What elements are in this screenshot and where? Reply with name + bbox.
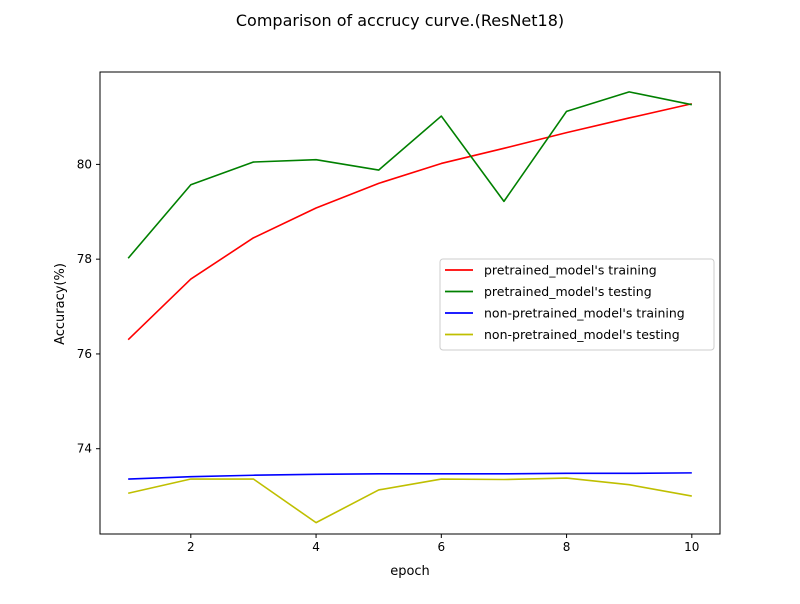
x-tick-label: 2 [187, 540, 195, 554]
series-line-3 [128, 472, 692, 480]
plot-frame [99, 71, 721, 535]
chart-title: Comparison of accrucy curve.(ResNet18) [236, 11, 564, 30]
plot-area: 2 4 6 8 10 74 76 78 80 pretrained_model's trainin… [77, 71, 721, 554]
legend-box [439, 258, 715, 351]
series-line-1 [127, 102, 692, 341]
y-tick-label: 78 [77, 252, 92, 266]
legend-label: non-pretrained_model's training [484, 306, 685, 321]
y-tick-label: 74 [77, 442, 92, 456]
x-tick-label: 10 [684, 540, 699, 554]
y-axis-label: Accuracy(%) [53, 263, 68, 345]
x-tick-label: 6 [437, 540, 445, 554]
series-line-4 [128, 477, 692, 524]
x-tick-label: 8 [563, 540, 571, 554]
y-tick-label: 80 [77, 157, 92, 171]
legend-label: pretrained_model's testing [484, 284, 652, 299]
y-tick-label: 76 [77, 347, 92, 361]
series-line-2 [127, 91, 692, 259]
legend-label: pretrained_model's training [484, 263, 657, 278]
legend-label: non-pretrained_model's testing [484, 327, 680, 342]
x-tick-label: 4 [312, 540, 320, 554]
x-axis-label: epoch [390, 564, 430, 579]
